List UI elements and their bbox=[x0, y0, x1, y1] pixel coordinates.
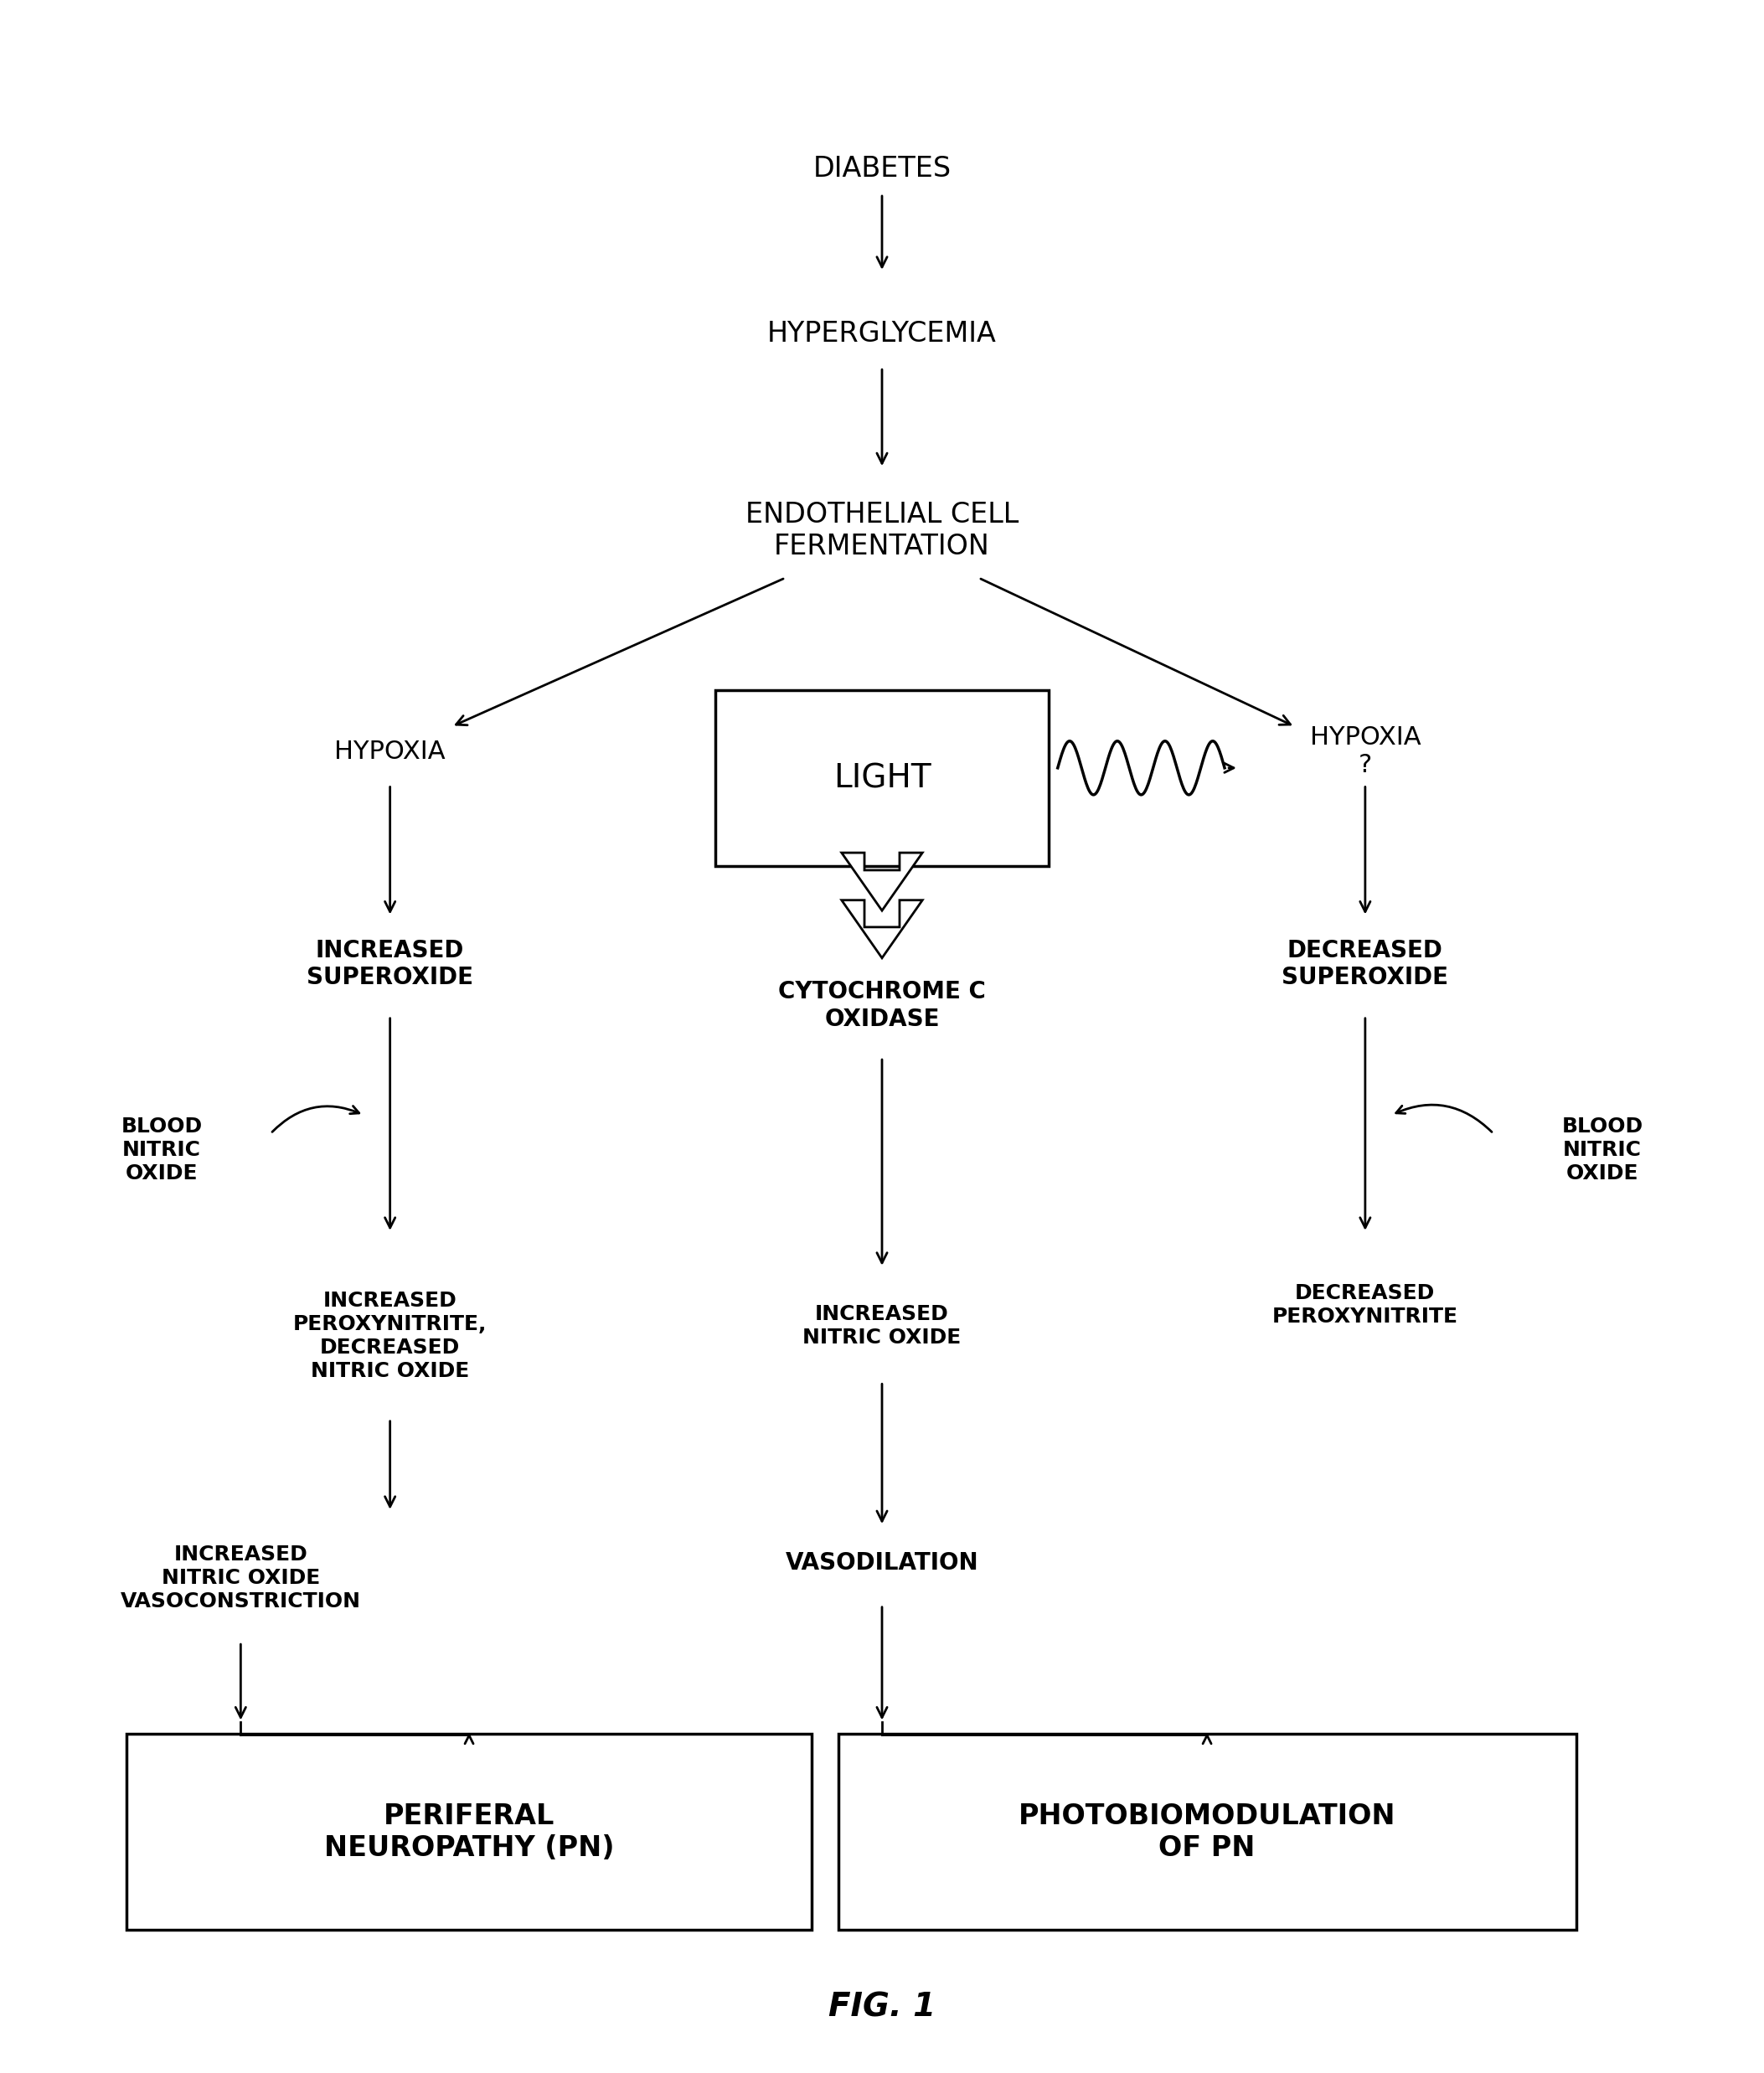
Text: BLOOD
NITRIC
OXIDE: BLOOD NITRIC OXIDE bbox=[122, 1117, 203, 1184]
Text: HYPOXIA: HYPOXIA bbox=[335, 740, 446, 763]
Text: HYPERGLYCEMIA: HYPERGLYCEMIA bbox=[767, 319, 997, 348]
Text: BLOOD
NITRIC
OXIDE: BLOOD NITRIC OXIDE bbox=[1561, 1117, 1642, 1184]
Text: INCREASED
NITRIC OXIDE
VASOCONSTRICTION: INCREASED NITRIC OXIDE VASOCONSTRICTION bbox=[120, 1544, 362, 1611]
Text: DIABETES: DIABETES bbox=[813, 155, 951, 182]
Text: INCREASED
SUPEROXIDE: INCREASED SUPEROXIDE bbox=[307, 939, 473, 989]
Text: HYPOXIA
?: HYPOXIA ? bbox=[1309, 726, 1420, 777]
Text: CYTOCHROME C
OXIDASE: CYTOCHROME C OXIDASE bbox=[778, 981, 986, 1030]
Text: ENDOTHELIAL CELL
FERMENTATION: ENDOTHELIAL CELL FERMENTATION bbox=[746, 500, 1018, 560]
Bar bbox=[838, 1733, 1575, 1930]
Text: INCREASED
PEROXYNITRITE,
DECREASED
NITRIC OXIDE: INCREASED PEROXYNITRITE, DECREASED NITRI… bbox=[293, 1291, 487, 1381]
Text: LIGHT: LIGHT bbox=[833, 763, 931, 794]
Text: DECREASED
PEROXYNITRITE: DECREASED PEROXYNITRITE bbox=[1272, 1283, 1459, 1327]
Polygon shape bbox=[841, 852, 923, 910]
Text: DECREASED
SUPEROXIDE: DECREASED SUPEROXIDE bbox=[1282, 939, 1448, 989]
Polygon shape bbox=[841, 900, 923, 958]
Text: PERIFERAL
NEUROPATHY (PN): PERIFERAL NEUROPATHY (PN) bbox=[325, 1801, 614, 1862]
Bar bbox=[714, 690, 1050, 867]
Text: PHOTOBIOMODULATION
OF PN: PHOTOBIOMODULATION OF PN bbox=[1018, 1801, 1395, 1862]
Text: FIG. 1: FIG. 1 bbox=[829, 1992, 935, 2023]
Bar bbox=[127, 1733, 811, 1930]
Text: INCREASED
NITRIC OXIDE: INCREASED NITRIC OXIDE bbox=[803, 1304, 961, 1347]
Text: VASODILATION: VASODILATION bbox=[785, 1551, 979, 1575]
